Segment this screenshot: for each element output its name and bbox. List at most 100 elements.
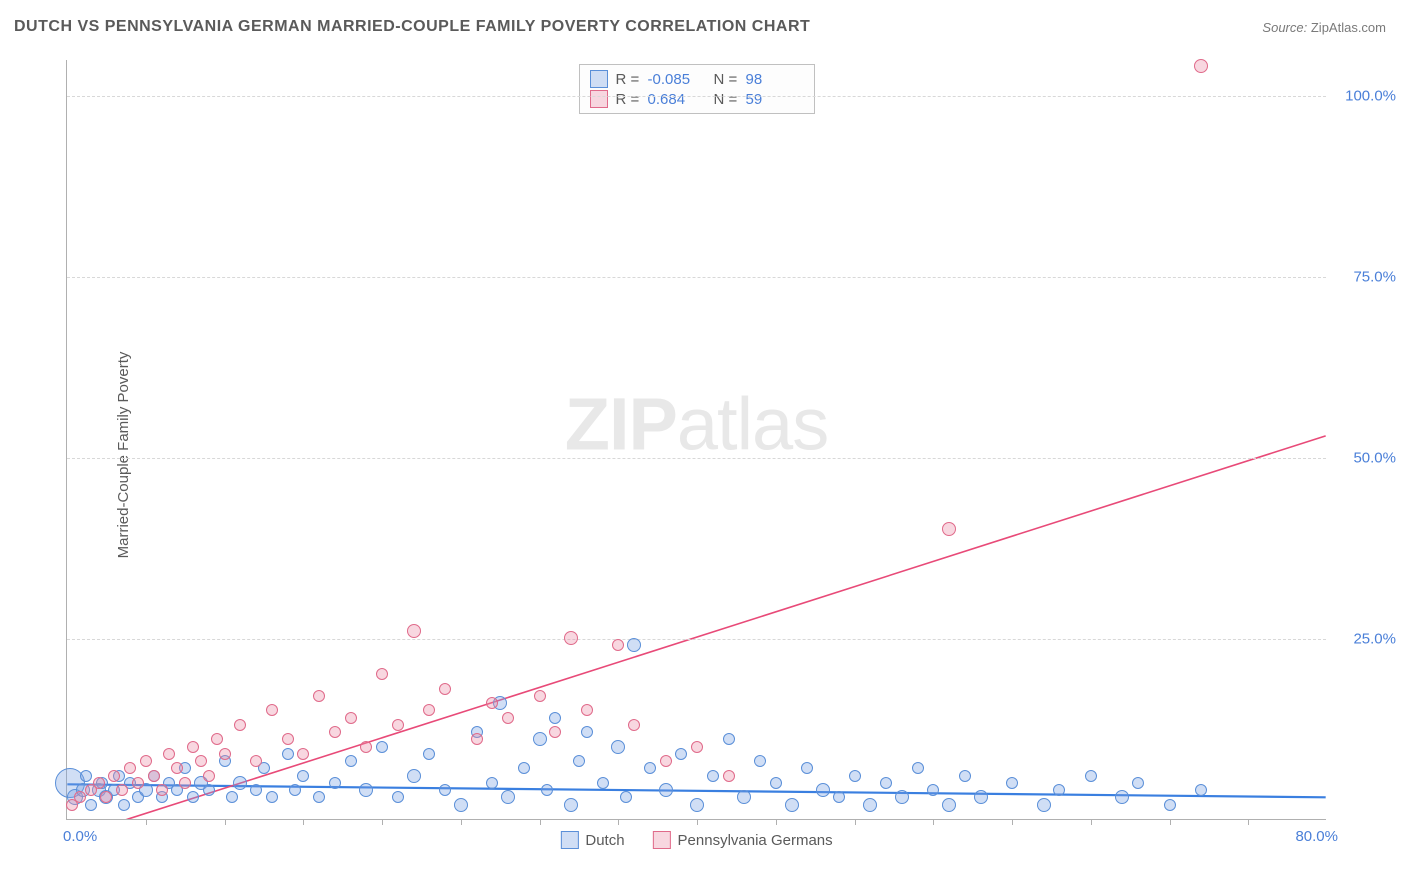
data-point <box>628 719 640 731</box>
x-tick-min: 0.0% <box>63 828 97 845</box>
data-point <box>927 784 939 796</box>
data-point <box>345 712 357 724</box>
data-point <box>1006 777 1018 789</box>
x-minor-tick <box>1012 819 1013 825</box>
data-point <box>564 798 578 812</box>
gridline <box>67 458 1326 459</box>
data-point <box>423 748 435 760</box>
data-point <box>211 733 223 745</box>
data-point <box>392 791 404 803</box>
data-point <box>359 783 373 797</box>
r-value-pa-german: 0.684 <box>648 91 706 108</box>
data-point <box>439 683 451 695</box>
data-point <box>80 770 92 782</box>
data-point <box>219 748 231 760</box>
data-point <box>659 783 673 797</box>
n-label: N = <box>714 71 738 88</box>
data-point <box>329 726 341 738</box>
data-point <box>297 770 309 782</box>
source-label: Source: <box>1262 20 1307 35</box>
watermark-zip: ZIP <box>565 383 677 466</box>
data-point <box>737 790 751 804</box>
data-point <box>203 784 215 796</box>
y-tick-label: 100.0% <box>1336 88 1396 105</box>
data-point <box>233 776 247 790</box>
x-minor-tick <box>225 819 226 825</box>
data-point <box>627 638 641 652</box>
x-minor-tick <box>933 819 934 825</box>
data-point <box>541 784 553 796</box>
data-point <box>675 748 687 760</box>
x-minor-tick <box>146 819 147 825</box>
y-tick-label: 75.0% <box>1336 269 1396 286</box>
r-label: R = <box>616 91 640 108</box>
data-point <box>912 762 924 774</box>
data-point <box>942 798 956 812</box>
data-point <box>581 704 593 716</box>
data-point <box>266 791 278 803</box>
data-point <box>266 704 278 716</box>
data-point <box>974 790 988 804</box>
chart-container: Married-Couple Family Poverty ZIPatlas R… <box>48 60 1378 850</box>
x-minor-tick <box>540 819 541 825</box>
data-point <box>564 631 578 645</box>
data-point <box>549 726 561 738</box>
y-tick-label: 25.0% <box>1336 631 1396 648</box>
data-point <box>313 690 325 702</box>
r-value-dutch: -0.085 <box>648 71 706 88</box>
data-point <box>234 719 246 731</box>
x-minor-tick <box>1248 819 1249 825</box>
data-point <box>100 791 112 803</box>
data-point <box>171 762 183 774</box>
data-point <box>770 777 782 789</box>
trend-lines-layer <box>67 60 1326 819</box>
data-point <box>313 791 325 803</box>
data-point <box>376 741 388 753</box>
data-point <box>880 777 892 789</box>
data-point <box>942 522 956 536</box>
data-point <box>439 784 451 796</box>
data-point <box>140 755 152 767</box>
data-point <box>1115 790 1129 804</box>
data-point <box>187 741 199 753</box>
legend-item-pa-german: Pennsylvania Germans <box>653 831 833 849</box>
x-minor-tick <box>618 819 619 825</box>
data-point <box>297 748 309 760</box>
n-value-dutch: 98 <box>746 71 804 88</box>
data-point <box>203 770 215 782</box>
n-value-pa-german: 59 <box>746 91 804 108</box>
data-point <box>156 784 168 796</box>
data-point <box>895 790 909 804</box>
data-point <box>534 690 546 702</box>
legend-swatch-pa-german <box>653 831 671 849</box>
data-point <box>833 791 845 803</box>
data-point <box>118 799 130 811</box>
data-point <box>691 741 703 753</box>
data-point <box>690 798 704 812</box>
data-point <box>573 755 585 767</box>
gridline <box>67 639 1326 640</box>
source-attribution: Source: ZipAtlas.com <box>1262 20 1386 35</box>
data-point <box>1037 798 1051 812</box>
data-point <box>250 755 262 767</box>
data-point <box>1164 799 1176 811</box>
data-point <box>486 697 498 709</box>
data-point <box>723 770 735 782</box>
data-point <box>1195 784 1207 796</box>
data-point <box>801 762 813 774</box>
data-point <box>597 777 609 789</box>
correlation-stats-box: R = -0.085 N = 98 R = 0.684 N = 59 <box>579 64 815 114</box>
x-minor-tick <box>1091 819 1092 825</box>
data-point <box>360 741 372 753</box>
data-point <box>124 762 136 774</box>
source-value: ZipAtlas.com <box>1311 20 1386 35</box>
stats-row-pa-german: R = 0.684 N = 59 <box>590 89 804 109</box>
data-point <box>282 733 294 745</box>
data-point <box>282 748 294 760</box>
data-point <box>376 668 388 680</box>
data-point <box>754 755 766 767</box>
x-minor-tick <box>303 819 304 825</box>
data-point <box>345 755 357 767</box>
data-point <box>1132 777 1144 789</box>
data-point <box>486 777 498 789</box>
